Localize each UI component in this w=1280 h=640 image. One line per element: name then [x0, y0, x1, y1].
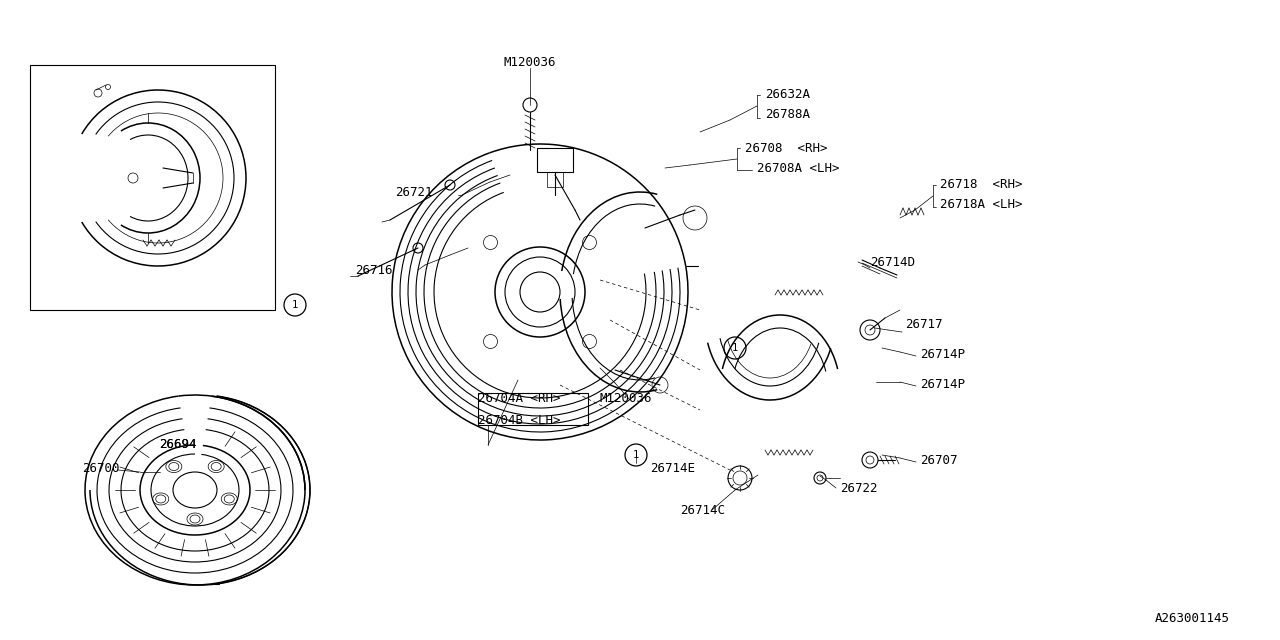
Text: 1: 1 — [292, 300, 298, 310]
Text: 26716: 26716 — [355, 264, 393, 276]
Text: 26714E: 26714E — [650, 461, 695, 474]
Text: 26718  <RH>: 26718 <RH> — [940, 179, 1023, 191]
Text: 26714P: 26714P — [920, 349, 965, 362]
Text: 26722: 26722 — [840, 481, 878, 495]
Text: 26704B <LH>: 26704B <LH> — [477, 413, 561, 426]
Text: 26700: 26700 — [82, 461, 119, 474]
Text: 26694: 26694 — [159, 438, 197, 451]
Text: M120036: M120036 — [504, 56, 557, 68]
Bar — [29, 65, 275, 310]
Text: A263001145: A263001145 — [1155, 611, 1230, 625]
Text: M120036: M120036 — [600, 392, 653, 404]
Bar — [477, 393, 588, 425]
Text: 26708  <RH>: 26708 <RH> — [745, 141, 827, 154]
Text: 26632A: 26632A — [765, 88, 810, 102]
Text: 26694: 26694 — [159, 438, 197, 451]
Text: 26704A <RH>: 26704A <RH> — [477, 392, 561, 404]
Bar — [547, 172, 563, 187]
Bar — [538, 148, 573, 172]
Text: 1: 1 — [732, 343, 739, 353]
Text: 26718A <LH>: 26718A <LH> — [940, 198, 1023, 211]
Text: 1: 1 — [632, 450, 639, 460]
Text: 26721: 26721 — [396, 186, 433, 198]
Text: 26717: 26717 — [905, 319, 942, 332]
Text: 26714C: 26714C — [680, 504, 724, 516]
Text: 26714P: 26714P — [920, 378, 965, 392]
Text: 26707: 26707 — [920, 454, 957, 467]
Text: 26708A <LH>: 26708A <LH> — [756, 161, 840, 175]
Text: 26714D: 26714D — [870, 255, 915, 269]
Text: 26788A: 26788A — [765, 109, 810, 122]
